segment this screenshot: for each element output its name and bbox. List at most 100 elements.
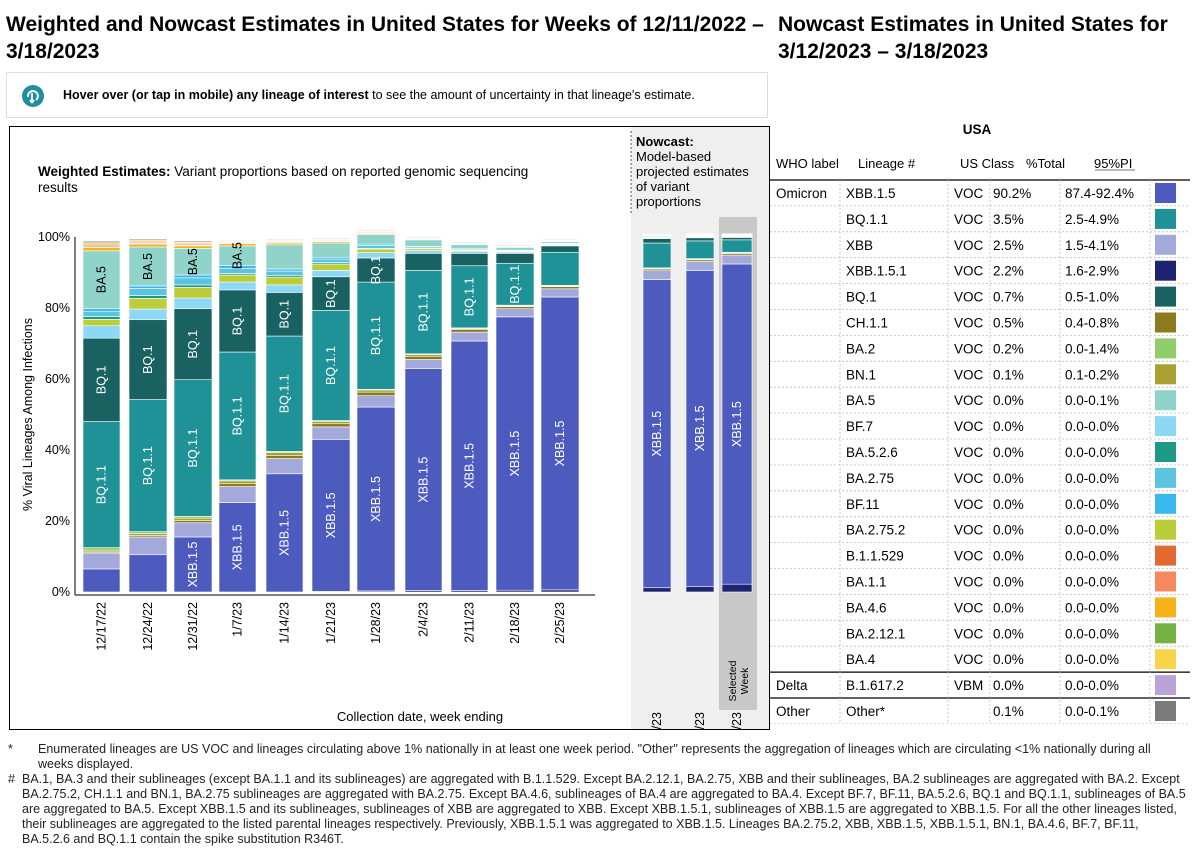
table-color-swatch [1155, 234, 1176, 255]
table-color-swatch [1155, 597, 1176, 618]
table-cell-lineage: BF.7 [846, 419, 873, 434]
bar-segment-BN.1 [311, 421, 351, 425]
bar-segment-BA.5 [128, 246, 168, 287]
table-cell-class: VOC [954, 367, 984, 382]
bar-segment-XBB.1.5.1 [685, 586, 715, 593]
table-row: BA.5 VOC 0.0% 0.0-0.1% [770, 390, 1190, 414]
footnote-hash: # BA.1, BA.3 and their sublineages (exce… [8, 772, 1188, 847]
table-cell-lineage: BA.1.1 [846, 575, 887, 590]
bar-segment-BA.2.75.2 [82, 319, 121, 327]
bar-data-label: XBB.1.5 [463, 443, 477, 489]
bar-data-label: BA.5 [231, 242, 245, 269]
table-row: BA.2.75.2 VOC 0.0% 0.0-0.0% [770, 519, 1190, 544]
bar-segment-Other* [265, 239, 304, 241]
bar-data-label: XBB.1.5 [730, 401, 744, 447]
table-color-swatch [1155, 260, 1176, 281]
table-cell-pi: 0.0-0.0% [1065, 445, 1119, 460]
bar-segment-Other* [721, 233, 753, 235]
bar-segment-BF.7 [82, 325, 121, 339]
bar-stack [642, 233, 672, 593]
bar-data-label: XBB.1.5 [324, 492, 338, 538]
table-color-swatch [1155, 183, 1176, 203]
bar-segment-BA.4.6 [82, 246, 121, 252]
table-cell-class: VOC [954, 523, 984, 538]
x-tick-label: 1/14/23 [278, 602, 292, 644]
table-row: BA.1.1 VOC 0.0% 0.0-0.0% [770, 571, 1190, 595]
bar-segment-BA.2.75 [311, 258, 351, 263]
y-axis-label: % Viral Lineages Among Infections [21, 318, 35, 511]
bar-data-label: BA.5 [95, 266, 109, 293]
table-row: BA.2.12.1 VOC 0.0% 0.0-0.0% [770, 623, 1190, 647]
table-row: BA.5.2.6 VOC 0.0% 0.0-0.0% [770, 442, 1190, 466]
bar-segment-BA.2.75.2 [311, 263, 351, 271]
bar-segment-BQ.1 [404, 253, 443, 271]
table-color-swatch [1155, 545, 1176, 566]
weighted-heading-rest-line2: results [38, 180, 78, 195]
stacked-bar-chart: Weighted Estimates: Variant proportions … [21, 127, 769, 729]
bar-segment-XBB.1.5 [642, 279, 672, 589]
bar-segment-BA.5.2.6 [128, 295, 168, 299]
table-row: BF.11 VOC 0.0% 0.0-0.0% [770, 493, 1190, 518]
bar-segment-BF.11 [265, 268, 304, 272]
table-cell-lineage: BQ.1.1 [846, 212, 888, 227]
bar-segment-Other* [82, 240, 121, 243]
bar-segment-BQ.1 [311, 276, 351, 311]
bar-segment-CH.1.1 [495, 306, 535, 310]
table-color-swatch [1155, 623, 1176, 644]
table-cell-lineage: BA.5.2.6 [846, 445, 898, 460]
bar-segment-BQ.1.1 [685, 240, 715, 259]
bar-data-label: XBB.1.5 [553, 420, 567, 466]
bar-segment-BA.5 [265, 244, 304, 270]
table-cell-pi: 0.0-0.0% [1065, 549, 1119, 564]
table-cell-pi: 0.1-0.2% [1065, 367, 1119, 382]
table-row: BF.7 VOC 0.0% 0.0-0.0% [770, 416, 1190, 440]
bar-segment-Other* [128, 238, 168, 241]
table-cell-pct: 0.1% [993, 704, 1024, 719]
bar-segment-BA.2.75 [265, 270, 304, 276]
table-cell-pi: 0.5-1.0% [1065, 290, 1119, 305]
table-cell-pi: 87.4-92.4% [1065, 186, 1134, 201]
table-cell-who: Omicron [776, 186, 827, 201]
bar-segment-BQ.1.1 [721, 239, 753, 253]
y-tick-label: 0% [52, 585, 70, 599]
table-cell-class: VOC [954, 419, 984, 434]
y-tick-label: 80% [45, 301, 70, 315]
bar-segment-BA.2.75 [128, 288, 168, 296]
x-tick-label: 3/4/23 [650, 712, 664, 729]
table-cell-lineage: BA.5 [846, 393, 875, 408]
bar-data-label: BQ.1.1 [508, 265, 522, 304]
bar-stack [721, 233, 753, 593]
weighted-heading: Weighted Estimates: Variant proportions … [38, 164, 528, 195]
table-cell-pi: 1.6-2.9% [1065, 264, 1119, 279]
bar-data-label: BQ.1 [324, 279, 338, 308]
bar-segment-BA.4.6 [173, 245, 213, 249]
table-header: %Total [1026, 156, 1065, 171]
table-row: Other Other* 0.1% 0.0-0.1% [770, 701, 1190, 724]
bar-data-label: BQ.1.1 [324, 346, 338, 385]
bar-segment-BQ.1 [82, 337, 121, 422]
table-cell-pi: 0.0-0.1% [1065, 704, 1119, 719]
bar-segment-BQ.1 [450, 253, 489, 267]
table-cell-who: Delta [776, 678, 808, 693]
footnote-hash-mark: # [8, 772, 15, 786]
table-color-swatch [1155, 338, 1176, 359]
x-tick-label: 3/18/23 [730, 712, 744, 729]
bar-segment-XBB.1.5 [265, 473, 304, 593]
bar-segment-CH.1.1 [218, 483, 257, 487]
bar-segment-Other* [218, 239, 257, 242]
bar-segment-BQ.1 [685, 237, 715, 242]
table-cell-lineage: BA.2.75 [846, 471, 894, 486]
table-cell-lineage: B.1.1.529 [846, 549, 904, 564]
footnotes: * Enumerated lineages are US VOC and lin… [8, 742, 1188, 847]
bar-segment-Other* [356, 229, 396, 232]
bar-segment-BA.2.75.2 [128, 298, 168, 310]
table-cell-lineage: Other* [846, 704, 886, 719]
table-cell-pct: 90.2% [993, 186, 1031, 201]
bar-data-label: BQ.1 [141, 345, 155, 374]
x-tick-label: 12/17/22 [95, 602, 109, 651]
table-cell-pct: 0.0% [993, 678, 1024, 693]
x-tick-label: 2/11/23 [463, 602, 477, 643]
table-cell-pi: 0.0-0.0% [1065, 497, 1119, 512]
bar-stack [265, 239, 304, 593]
bar-segment-XBB [311, 426, 351, 440]
